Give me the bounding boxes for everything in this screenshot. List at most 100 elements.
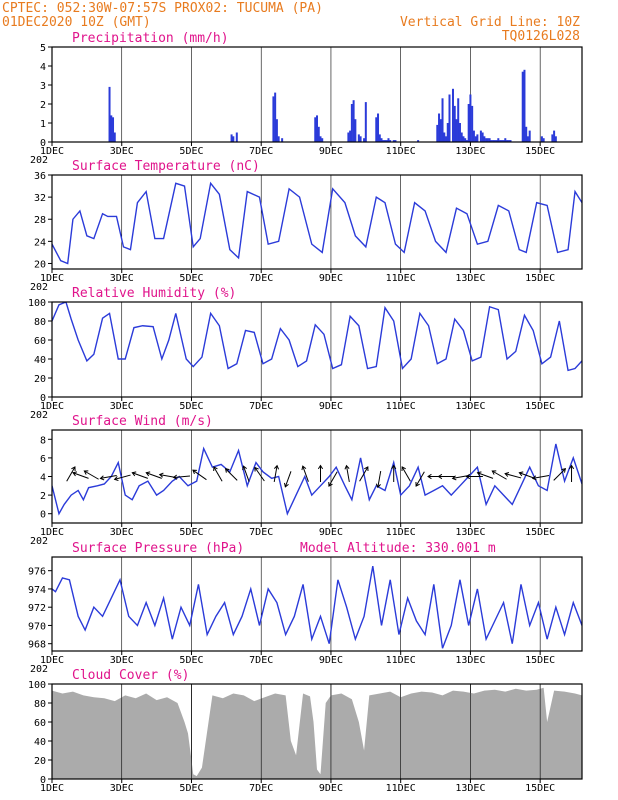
xtick-label: 11DEC	[386, 273, 416, 284]
ytick-label: 32	[34, 193, 46, 204]
xtick-label: 5DEC	[179, 527, 203, 538]
wind-arrow	[345, 465, 350, 483]
precip-bar	[502, 140, 505, 142]
xtick-label: 3DEC	[110, 401, 134, 412]
wind-arrow	[192, 469, 207, 481]
precip-bar	[316, 115, 318, 142]
wind-arrow-head	[391, 464, 397, 470]
wind-arrow-head	[344, 464, 350, 470]
wind-arrow-head	[83, 470, 89, 475]
precip-bar	[542, 138, 545, 142]
xtick-label: 9DEC	[319, 655, 343, 666]
wind-arrow	[66, 466, 76, 482]
precip-bar	[481, 132, 484, 142]
precip-bar	[382, 140, 385, 142]
precip-bar	[553, 130, 556, 142]
precip-bar	[357, 134, 360, 142]
ytick-label: 976	[28, 567, 46, 578]
xtick-label: 9DEC	[319, 783, 343, 794]
precip-bar	[113, 132, 116, 142]
precip-bar	[551, 134, 554, 142]
ytick-label: 40	[34, 355, 46, 366]
wind-arrow-head	[375, 483, 381, 489]
ytick-label: 4	[40, 62, 46, 73]
wind-arrow-head	[364, 466, 369, 471]
wind-arrow-head	[568, 464, 575, 470]
xtick-label: 3DEC	[110, 146, 134, 157]
ytick-label: 100	[28, 680, 46, 691]
precip-bar	[455, 119, 458, 142]
precip-bar	[387, 138, 390, 142]
xtick-label: 3DEC	[110, 273, 134, 284]
precip-bar	[528, 130, 531, 142]
xtick-label: 11DEC	[386, 783, 416, 794]
ytick-label: 0	[40, 138, 46, 149]
precip-bar	[445, 136, 448, 142]
precip-bar	[321, 138, 324, 142]
wind-arrow-head	[274, 464, 280, 470]
xtick-label: 11DEC	[386, 655, 416, 666]
ytick-label: 28	[34, 215, 46, 226]
precip-bar	[462, 136, 465, 142]
wind-arrow-head	[531, 475, 537, 481]
year-label: 202	[30, 536, 48, 547]
wind-arrow-head	[213, 466, 218, 471]
wind-arrow-head	[427, 473, 432, 480]
rh-line	[52, 302, 582, 372]
panel-temp: 20 24 28 32 36 1DEC 3DEC 5DEC 7DEC 9DEC 11DEC 13DEC…	[30, 159, 583, 293]
precip-bar	[349, 130, 352, 142]
panel-frame-temp	[51, 174, 583, 270]
wind-line	[52, 443, 582, 516]
xtick-label: 11DEC	[386, 146, 416, 157]
precip-bar	[110, 115, 113, 142]
xtick-label: 7DEC	[249, 527, 273, 538]
cloud-cover-area	[52, 687, 582, 779]
ytick-label: 20	[34, 756, 46, 767]
ytick-label: 0	[40, 393, 46, 404]
precip-bar	[486, 138, 489, 142]
xtick-label: 13DEC	[455, 146, 485, 157]
wind-arrow-head	[158, 472, 164, 478]
year-label: 202	[30, 282, 48, 293]
precip-bar	[314, 117, 317, 142]
xtick-label: 3DEC	[110, 655, 134, 666]
ytick-label: 20	[34, 259, 46, 270]
wind-arrow-head	[328, 482, 333, 487]
precip-bar	[108, 86, 111, 142]
ytick-label: 1	[40, 119, 46, 130]
xtick-label: 7DEC	[249, 401, 273, 412]
precip-bar	[359, 136, 362, 142]
precip-bar	[364, 102, 367, 142]
panel-subtitle-pressure: Model Altitude: 330.001 m	[300, 541, 496, 556]
precip-bar	[471, 105, 474, 142]
precip-bar	[383, 140, 386, 142]
xtick-label: 7DEC	[249, 783, 273, 794]
wind-arrow-head	[518, 471, 524, 477]
header-code: TQ0126L028	[502, 29, 580, 44]
pressure-line	[52, 566, 582, 649]
ytick-label: 3	[40, 81, 46, 92]
wind-arrow	[359, 466, 369, 482]
precip-bar	[469, 94, 472, 142]
precip-bar	[380, 138, 383, 142]
xtick-label: 15DEC	[525, 401, 555, 412]
year-label: 202	[30, 664, 48, 675]
ytick-label: 970	[28, 621, 46, 632]
panel-pressure: 968 970 972 974 976 1DEC 3DEC 5DEC 7DEC 9DEC 11DEC…	[28, 541, 583, 675]
precip-bar	[523, 69, 526, 142]
precip-bar	[446, 123, 449, 142]
wind-arrow-head	[437, 473, 443, 480]
ytick-label: 6	[40, 454, 46, 465]
precip-bar	[479, 130, 482, 142]
precip-bar	[526, 136, 529, 142]
panel-title-rh: Relative Humidity (%)	[72, 286, 236, 301]
wind-arrow-head	[465, 473, 471, 480]
wind-arrow	[114, 474, 131, 480]
wind-arrow	[302, 465, 309, 482]
precip-bar	[448, 94, 451, 142]
ytick-label: 80	[34, 699, 46, 710]
wind-arrow-head	[561, 468, 567, 473]
wind-arrow	[254, 467, 265, 482]
xtick-label: 1DEC	[40, 527, 64, 538]
